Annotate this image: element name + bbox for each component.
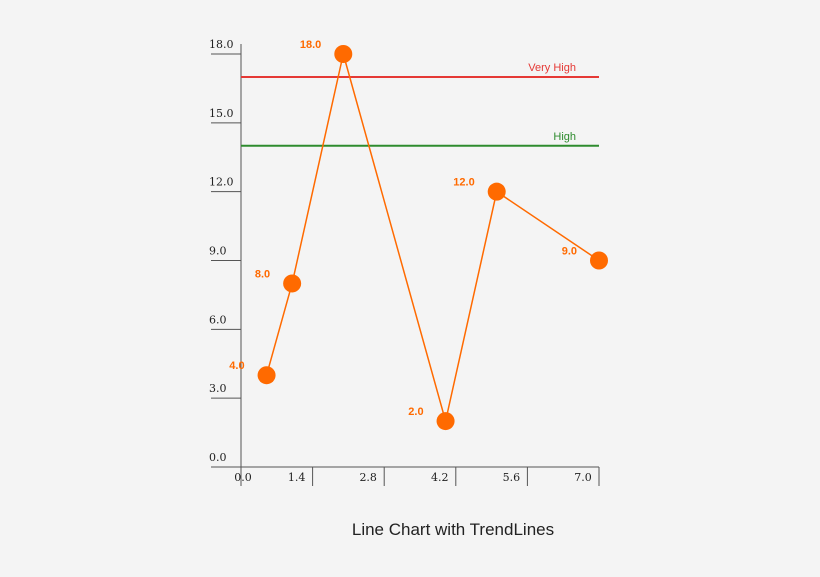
data-point (334, 45, 353, 63)
trendline-label: Very High (528, 62, 576, 74)
x-tick-label: 2.8 (359, 471, 377, 484)
x-tick-label: 7.0 (574, 471, 592, 484)
y-tick-label: 6.0 (209, 313, 227, 326)
trendlines: Very High High (241, 62, 599, 147)
data-point (487, 182, 506, 201)
axes: 0.0 3.0 6.0 9.0 12.0 15.0 18.0 0.0 1.4 2.8 4.2 5.6 7… (209, 38, 600, 486)
x-tick-label: 1.4 (288, 471, 306, 484)
data-label: 9.0 (562, 246, 577, 258)
x-tick-label: 4.2 (431, 471, 449, 484)
data-points (257, 45, 608, 431)
x-tick-label: 5.6 (503, 471, 521, 484)
data-point (436, 412, 455, 431)
trendline-label: High (553, 131, 576, 143)
y-tick-label: 18.0 (209, 38, 234, 51)
y-tick-label: 9.0 (209, 245, 227, 258)
data-label: 2.0 (408, 406, 423, 418)
data-label: 18.0 (300, 39, 321, 51)
y-tick-label: 0.0 (209, 451, 227, 464)
x-tick-label: 0.0 (234, 471, 252, 484)
data-point (283, 274, 302, 293)
data-point (590, 251, 608, 270)
y-tick-label: 12.0 (209, 176, 234, 189)
data-label: 8.0 (255, 268, 270, 280)
data-labels: 4.0 8.0 18.0 2.0 12.0 9.0 (229, 39, 577, 418)
y-tick-label: 15.0 (209, 107, 234, 120)
data-label: 12.0 (453, 177, 474, 189)
data-point (257, 366, 276, 385)
y-tick-label: 3.0 (209, 382, 227, 395)
series-line (265, 53, 600, 422)
data-label: 4.0 (229, 360, 244, 372)
series-line-group (265, 53, 600, 422)
chart-title: Line Chart with TrendLines (351, 520, 555, 539)
